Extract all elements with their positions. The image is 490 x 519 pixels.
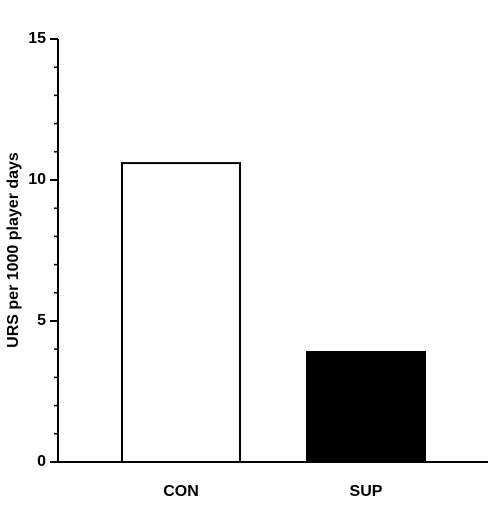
y-tick-label: 10 xyxy=(28,171,46,188)
x-tick-label: CON xyxy=(163,483,199,500)
x-tick-label: SUP xyxy=(350,483,383,500)
y-tick-label: 5 xyxy=(37,312,46,329)
y-tick-label: 15 xyxy=(28,30,46,47)
bar xyxy=(306,351,426,463)
y-tick-label: 0 xyxy=(37,453,46,470)
bar xyxy=(121,162,241,464)
y-axis-label: URS per 1000 player days xyxy=(5,152,22,348)
